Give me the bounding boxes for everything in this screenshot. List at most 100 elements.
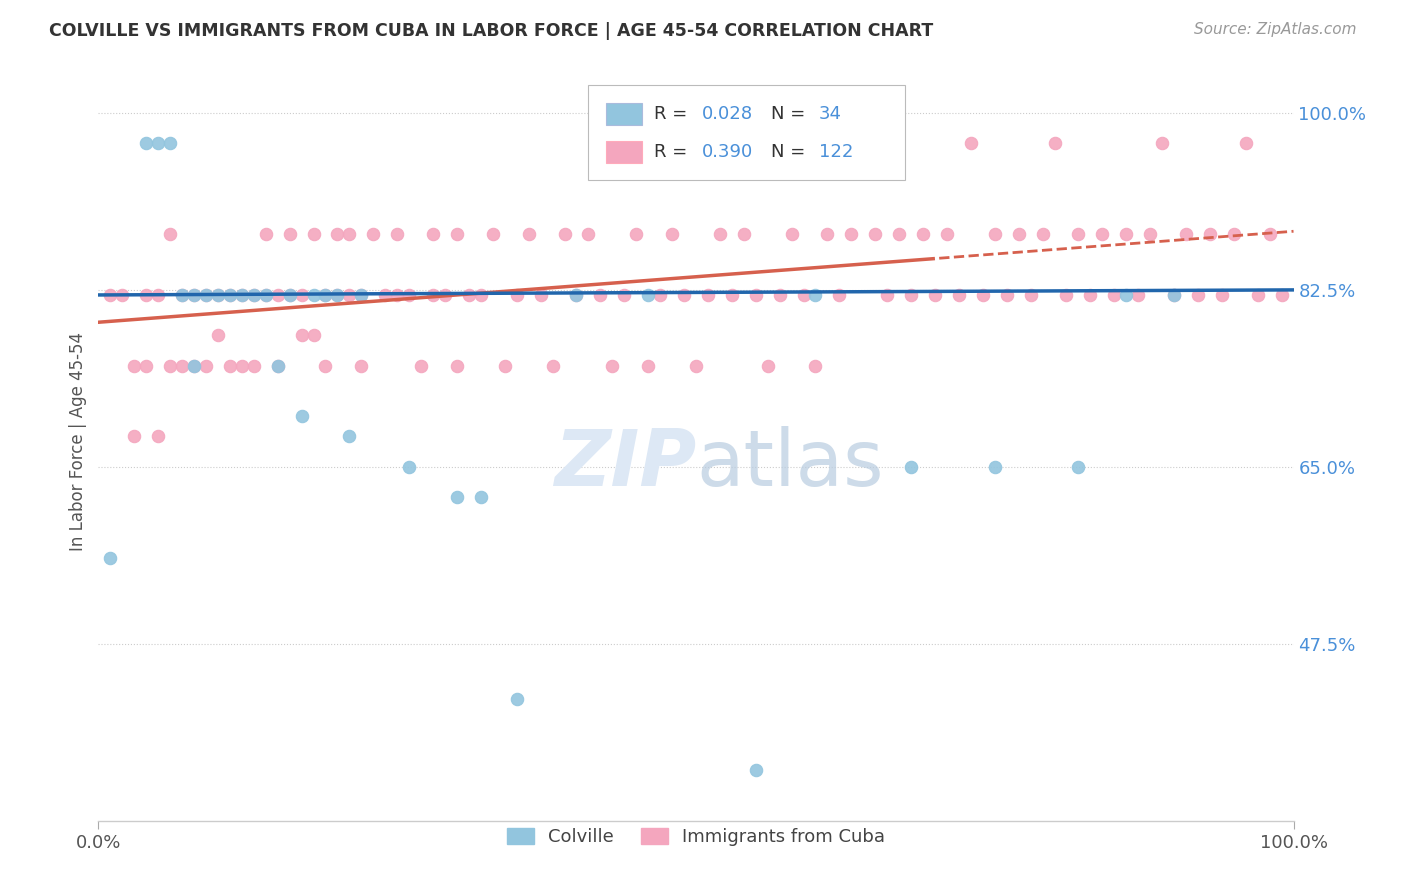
Point [385, 288, 409, 302]
Point [243, 359, 266, 373]
Point [1187, 288, 1209, 302]
Point [267, 359, 290, 373]
Point [637, 288, 659, 302]
Point [1115, 227, 1137, 242]
Point [804, 359, 827, 373]
Text: 122: 122 [820, 143, 853, 161]
Point [315, 288, 337, 302]
Point [1032, 227, 1054, 242]
Point [231, 359, 253, 373]
Point [278, 227, 301, 242]
Point [1247, 288, 1270, 302]
Point [804, 288, 827, 302]
Text: N =: N = [772, 143, 811, 161]
Legend: Colville, Immigrants from Cuba: Colville, Immigrants from Cuba [499, 821, 893, 854]
Point [183, 359, 205, 373]
Point [124, 359, 146, 373]
Point [254, 227, 277, 242]
Point [291, 288, 314, 302]
Point [815, 227, 838, 242]
Point [446, 227, 468, 242]
Point [554, 227, 576, 242]
Point [291, 328, 314, 343]
Point [745, 288, 768, 302]
Point [363, 227, 385, 242]
Point [434, 288, 457, 302]
Point [768, 288, 790, 302]
Point [267, 359, 290, 373]
Point [326, 227, 349, 242]
Point [183, 359, 205, 373]
Point [207, 288, 229, 302]
Point [98, 550, 122, 565]
Point [398, 459, 420, 474]
Point [254, 288, 277, 302]
Point [195, 359, 218, 373]
Point [1067, 459, 1090, 474]
Point [374, 288, 396, 302]
Point [326, 288, 349, 302]
Point [124, 429, 146, 443]
Text: atlas: atlas [696, 426, 883, 502]
Point [470, 490, 492, 504]
Point [1175, 227, 1198, 242]
Point [517, 227, 540, 242]
Point [267, 288, 290, 302]
Point [733, 227, 755, 242]
Point [1271, 288, 1294, 302]
Text: Source: ZipAtlas.com: Source: ZipAtlas.com [1194, 22, 1357, 37]
Point [1056, 288, 1078, 302]
Point [207, 328, 229, 343]
Point [1019, 288, 1042, 302]
Point [339, 288, 361, 302]
Point [231, 288, 253, 302]
Point [195, 288, 218, 302]
Point [1043, 136, 1066, 151]
Point [565, 288, 588, 302]
Point [1080, 288, 1102, 302]
Point [350, 288, 373, 302]
Point [172, 359, 194, 373]
Point [578, 227, 600, 242]
Bar [606, 141, 643, 163]
Point [972, 288, 994, 302]
Point [1223, 227, 1246, 242]
Point [350, 359, 373, 373]
Point [960, 136, 983, 151]
Point [411, 359, 433, 373]
Point [1199, 227, 1222, 242]
Point [637, 359, 659, 373]
Point [481, 227, 505, 242]
Point [315, 359, 337, 373]
Point [422, 227, 444, 242]
Point [159, 359, 181, 373]
Point [148, 429, 170, 443]
Point [1211, 288, 1233, 302]
Point [302, 227, 325, 242]
Point [1152, 136, 1174, 151]
Point [661, 227, 683, 242]
Point [148, 288, 170, 302]
Point [602, 359, 624, 373]
Point [195, 288, 218, 302]
Point [697, 288, 720, 302]
Point [876, 288, 898, 302]
Text: R =: R = [654, 105, 693, 123]
Point [984, 227, 1007, 242]
Point [995, 288, 1018, 302]
Point [911, 227, 934, 242]
Point [1008, 227, 1031, 242]
Text: 34: 34 [820, 105, 842, 123]
Point [254, 288, 277, 302]
Point [685, 359, 707, 373]
Point [626, 227, 648, 242]
Text: COLVILLE VS IMMIGRANTS FROM CUBA IN LABOR FORCE | AGE 45-54 CORRELATION CHART: COLVILLE VS IMMIGRANTS FROM CUBA IN LABO… [49, 22, 934, 40]
Point [159, 227, 181, 242]
Point [530, 288, 553, 302]
Text: 0.028: 0.028 [702, 105, 754, 123]
Point [315, 288, 337, 302]
Point [278, 288, 301, 302]
Text: 0.390: 0.390 [702, 143, 754, 161]
Point [458, 288, 481, 302]
Point [470, 288, 492, 302]
